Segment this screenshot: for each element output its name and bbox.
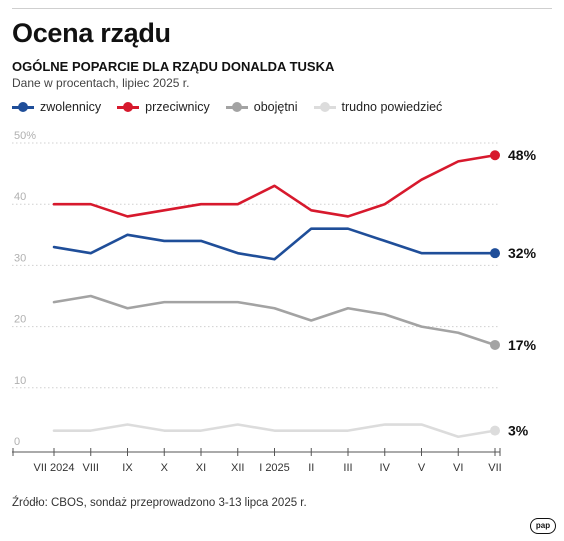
x-tick-label-5: XII bbox=[231, 462, 244, 474]
x-tick-label-2: IX bbox=[122, 462, 133, 474]
y-tick-label-30: 30 bbox=[14, 252, 26, 264]
series-end-label-przeciwnicy: 48% bbox=[508, 147, 537, 163]
series-end-point-przeciwnicy bbox=[490, 150, 500, 161]
series-end-point-obojetni bbox=[490, 339, 500, 350]
series-line-przeciwnicy bbox=[52, 153, 497, 218]
legend-label-zwolennicy: zwolennicy bbox=[40, 100, 102, 114]
x-tick-label-0: VII 2024 bbox=[34, 462, 75, 474]
y-tick-label-20: 20 bbox=[14, 314, 26, 326]
legend-swatch-obojetni bbox=[225, 102, 248, 112]
chart-subtitle: OGÓLNE POPARCIE DLA RZĄDU DONALDA TUSKA bbox=[12, 59, 335, 74]
x-tick-label-11: VI bbox=[453, 462, 463, 474]
chart-note: Dane w procentach, lipiec 2025 r. bbox=[12, 76, 190, 90]
top-rule bbox=[12, 8, 552, 9]
x-tick-label-3: X bbox=[161, 462, 169, 474]
legend: zwolennicy przeciwnicy obojętni trudno p… bbox=[12, 100, 442, 114]
x-tick-label-4: XI bbox=[196, 462, 206, 474]
series-end-label-zwolennicy: 32% bbox=[508, 245, 537, 261]
series-end-label-obojetni: 17% bbox=[508, 337, 537, 353]
series-line-obojetni bbox=[52, 294, 497, 347]
legend-swatch-zwolennicy bbox=[12, 102, 34, 112]
x-tick-label-10: V bbox=[418, 462, 426, 474]
x-tick-label-7: II bbox=[308, 462, 314, 474]
pap-logo: pap bbox=[530, 518, 556, 534]
source-note: Źródło: CBOS, sondaż przeprowadzono 3-13… bbox=[12, 497, 307, 509]
y-tick-label-10: 10 bbox=[14, 375, 26, 387]
series-line-zwolennicy bbox=[52, 227, 497, 261]
x-tick-label-1: VIII bbox=[82, 462, 99, 474]
y-tick-label-0: 0 bbox=[14, 436, 20, 448]
legend-item-przeciwnicy: przeciwnicy bbox=[117, 100, 210, 114]
series-end-point-zwolennicy bbox=[490, 248, 500, 259]
legend-item-trudno-powiedziec: trudno powiedzieć bbox=[313, 100, 443, 114]
x-tick-label-12: VII bbox=[488, 462, 501, 474]
legend-item-obojetni: obojętni bbox=[225, 100, 298, 114]
x-tick-label-8: III bbox=[343, 462, 352, 474]
series-line-trudno-powiedziec bbox=[52, 423, 497, 439]
chart-title: Ocena rządu bbox=[12, 18, 171, 48]
legend-swatch-przeciwnicy bbox=[117, 102, 140, 112]
x-tick-label-9: IV bbox=[380, 462, 391, 474]
legend-label-przeciwnicy: przeciwnicy bbox=[145, 100, 210, 114]
y-tick-label-40: 40 bbox=[14, 191, 26, 203]
legend-label-obojetni: obojętni bbox=[253, 100, 298, 114]
legend-item-zwolennicy: zwolennicy bbox=[12, 100, 101, 114]
series-end-point-trudno-powiedziec bbox=[490, 425, 500, 436]
x-tick-label-6: I 2025 bbox=[259, 462, 290, 474]
legend-swatch-trudno-powiedziec bbox=[313, 102, 336, 112]
series-end-label-trudno-powiedziec: 3% bbox=[508, 423, 529, 439]
y-tick-label-50: 50% bbox=[14, 130, 36, 142]
legend-label-trudno-powiedziec: trudno powiedzieć bbox=[341, 100, 443, 114]
